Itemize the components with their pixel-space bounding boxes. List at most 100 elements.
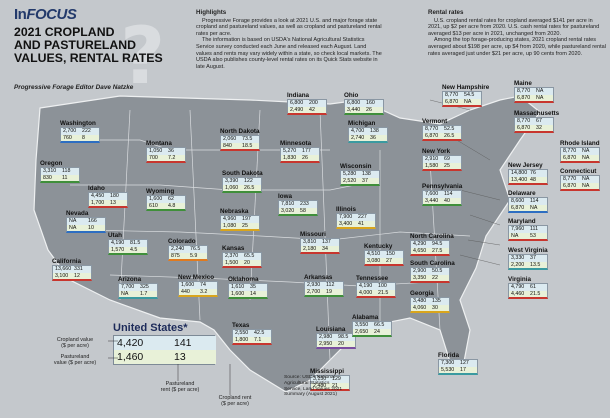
cropland-value: 4,190 xyxy=(109,240,128,247)
cropland-value: 3,550 xyxy=(353,322,372,329)
pastureland-rent: 26 xyxy=(300,154,319,162)
pastureland-rent: 3.2 xyxy=(198,288,217,296)
state-label: South Carolina xyxy=(410,260,455,267)
state-louisiana: Louisiana 2,980 98.5 2,950 20 xyxy=(316,326,356,350)
cropland-value: 8,770 xyxy=(443,92,462,99)
state-value-box: 8,770 NA 6,870 NA xyxy=(560,175,600,192)
pastureland-value: 2,520 xyxy=(341,177,360,185)
cropland-value: 5,270 xyxy=(281,148,300,155)
cropland-rent: 76 xyxy=(528,170,547,177)
cropland-rent: 111 xyxy=(528,226,547,233)
state-label: Utah xyxy=(108,232,122,239)
pastureland-rent: 14 xyxy=(248,290,267,298)
cropland-rent: NA xyxy=(580,176,599,183)
pastureland-rent: 20 xyxy=(336,340,355,348)
pastureland-value: 2,490 xyxy=(288,106,307,114)
pastureland-value: 1,800 xyxy=(233,336,252,344)
pastureland-value: 1,570 xyxy=(109,246,128,254)
pastureland-value: 440 xyxy=(179,288,198,296)
cropland-value: 4,960 xyxy=(221,216,240,223)
cropland-rent: 138 xyxy=(360,171,379,178)
pastureland-value: 610 xyxy=(147,202,166,210)
state-label: New Jersey xyxy=(508,162,543,169)
state-label: Maine xyxy=(514,80,532,87)
pastureland-value: 1,600 xyxy=(229,290,248,298)
state-connecticut: Connecticut 8,770 NA 6,870 NA xyxy=(560,168,600,192)
state-kansas: Kansas 2,370 65.5 1,500 20 xyxy=(222,245,262,269)
state-value-box: 2,700 222 760 8 xyxy=(60,127,100,144)
cropland-rent: 129 xyxy=(330,376,349,383)
cropland-value: 2,900 xyxy=(411,268,430,275)
cropland-value: 2,910 xyxy=(423,156,442,163)
state-north-carolina: North Carolina 4,290 94.5 4,650 27.5 xyxy=(410,233,454,257)
state-value-box: 4,190 81.5 1,570 4.5 xyxy=(108,239,148,256)
state-new-jersey: New Jersey 14,800 76 13,400 48 xyxy=(508,162,548,186)
state-value-box: 7,300 127 5,530 17 xyxy=(438,359,478,376)
cropland-rent: 61 xyxy=(528,284,547,291)
pastureland-value: 760 xyxy=(61,134,80,142)
state-label: Wisconsin xyxy=(340,163,372,170)
state-south-carolina: South Carolina 2,900 50.5 3,350 22 xyxy=(410,260,455,284)
pastureland-value: 4,460 xyxy=(509,290,528,298)
state-new-mexico: New Mexico 1,600 74 440 3.2 xyxy=(178,274,218,298)
state-florida: Florida 7,300 127 5,530 17 xyxy=(438,352,478,376)
state-value-box: 3,310 118 830 11 xyxy=(40,167,80,184)
cropland-rent: 36 xyxy=(166,148,185,155)
pastureland-rent: NA xyxy=(580,182,599,190)
cropland-value: 7,700 xyxy=(119,284,138,291)
pastureland-value: NA xyxy=(67,224,86,232)
rental-heading: Rental rates xyxy=(428,9,464,16)
pastureland-rent: 7.1 xyxy=(252,336,271,344)
cropland-value: 3,150 xyxy=(311,376,330,383)
cropland-value: 8,770 xyxy=(561,148,580,155)
cropland-value: 6,800 xyxy=(288,100,307,107)
pastureland-value: 6,870 xyxy=(509,204,528,212)
pastureland-value: 1,580 xyxy=(423,162,442,170)
cropland-value: 2,370 xyxy=(223,253,242,260)
state-label: Iowa xyxy=(278,193,292,200)
cropland-rent: 233 xyxy=(298,201,317,208)
cropland-rent: 54.5 xyxy=(462,92,481,99)
cropland-value: 4,290 xyxy=(411,241,430,248)
state-michigan: Michigan 4,700 138 2,740 36 xyxy=(348,120,388,144)
cropland-rent: 35 xyxy=(248,284,267,291)
pastureland-value: 2,180 xyxy=(301,245,320,253)
pastureland-value: 5,530 xyxy=(439,366,458,374)
cropland-rent: 325 xyxy=(138,284,157,291)
cropland-rent: 81.5 xyxy=(128,240,147,247)
state-label: New York xyxy=(422,148,451,155)
pastureland-rent: 10 xyxy=(86,224,105,232)
cropland-value: 1,050 xyxy=(147,148,166,155)
state-oregon: Oregon 3,310 118 830 11 xyxy=(40,160,80,184)
state-value-box: 4,960 197 1,080 25 xyxy=(220,215,260,232)
state-colorado: Colorado 2,240 76.5 875 5.9 xyxy=(168,238,208,262)
cropland-value: 2,930 xyxy=(305,282,324,289)
cropland-value: NA xyxy=(67,218,86,225)
cropland-value: 4,510 xyxy=(365,251,384,258)
state-arizona: Arizona 7,700 325 NA 1.7 xyxy=(118,276,158,300)
pastureland-rent: 17 xyxy=(458,366,477,374)
cropland-rent: 67 xyxy=(534,118,553,125)
highlights-section: Highlights Progressive Forage provides a… xyxy=(196,9,382,70)
legend-pastureland-value: Pastureland value ($ per acre) xyxy=(53,354,97,367)
state-new-hampshire: New Hampshire 8,770 54.5 6,870 NA xyxy=(442,84,489,108)
pastureland-rent: 5.9 xyxy=(188,252,207,260)
state-label: Louisiana xyxy=(316,326,346,333)
highlights-paragraph-1: Progressive Forage provides a look at 20… xyxy=(196,17,382,37)
pastureland-value: 2,200 xyxy=(509,261,528,269)
pastureland-rent: 18.5 xyxy=(240,142,259,150)
rental-paragraph-1: U.S. cropland rental rates for cropland … xyxy=(428,17,600,37)
pastureland-rent: 53 xyxy=(528,232,547,240)
pastureland-rent: 26.5 xyxy=(442,132,461,140)
state-illinois: Illinois 7,900 227 3,400 41 xyxy=(336,206,376,230)
state-label: Arizona xyxy=(118,276,142,283)
state-label: South Dakota xyxy=(222,170,263,177)
state-minnesota: Minnesota 5,270 177 1,830 26 xyxy=(280,140,320,164)
pastureland-rent: 21 xyxy=(330,382,349,390)
cropland-rent: 166 xyxy=(86,218,105,225)
pastureland-rent: 21.5 xyxy=(528,290,547,298)
cropland-rent: 50.5 xyxy=(430,268,449,275)
pastureland-rent: 20 xyxy=(242,259,261,267)
state-value-box: 2,900 50.5 3,350 22 xyxy=(410,267,450,284)
pastureland-rent: 4.5 xyxy=(128,246,147,254)
